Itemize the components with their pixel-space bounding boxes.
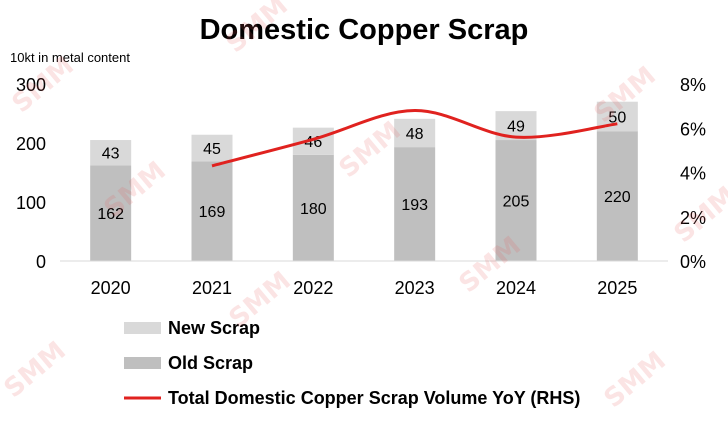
yoy-line xyxy=(211,109,618,168)
data-label-old-scrap: 193 xyxy=(401,197,428,214)
bar-new-scrap xyxy=(394,118,436,148)
x-tick-label: 2023 xyxy=(395,278,435,298)
y2-tick-label: 2% xyxy=(680,208,706,228)
chart-title: Domestic Copper Scrap xyxy=(199,14,529,46)
legend-label: Total Domestic Copper Scrap Volume YoY (… xyxy=(168,388,580,408)
bar-old-scrap xyxy=(596,131,638,261)
bar-old-scrap xyxy=(191,161,233,261)
x-tick-label: 2022 xyxy=(293,278,333,298)
data-label-new-scrap: 45 xyxy=(203,141,221,158)
x-tick-label: 2021 xyxy=(192,278,232,298)
bar-new-scrap xyxy=(191,134,233,162)
data-label-old-scrap: 162 xyxy=(97,206,124,223)
y-tick-label: 100 xyxy=(16,193,46,213)
y-tick-label: 300 xyxy=(16,75,46,95)
data-label-old-scrap: 205 xyxy=(503,194,530,211)
y2-tick-label: 0% xyxy=(680,252,706,272)
y2-tick-label: 8% xyxy=(680,75,706,95)
bar-old-scrap xyxy=(292,154,334,261)
data-label-new-scrap: 50 xyxy=(608,109,626,126)
legend-label: Old Scrap xyxy=(168,353,253,373)
data-label-old-scrap: 180 xyxy=(300,201,327,218)
x-tick-label: 2025 xyxy=(597,278,637,298)
data-label-new-scrap: 43 xyxy=(102,146,120,163)
data-label-old-scrap: 169 xyxy=(199,204,226,221)
y-tick-label: 200 xyxy=(16,134,46,154)
x-tick-label: 2024 xyxy=(496,278,536,298)
data-label-old-scrap: 220 xyxy=(604,189,631,206)
data-label-new-scrap: 48 xyxy=(406,126,424,143)
legend-swatch-old-scrap xyxy=(124,357,161,369)
y-axis-unit-label: 10kt in metal content xyxy=(10,50,130,65)
x-tick-label: 2020 xyxy=(91,278,131,298)
bar-old-scrap xyxy=(90,165,132,261)
bar-new-scrap xyxy=(292,127,334,155)
y-tick-label: 0 xyxy=(36,252,46,272)
bar-old-scrap xyxy=(394,147,436,261)
data-label-new-scrap: 49 xyxy=(507,119,525,136)
y2-tick-label: 4% xyxy=(680,164,706,184)
legend-swatch-new-scrap xyxy=(124,322,161,334)
bar-new-scrap xyxy=(90,140,132,166)
bar-old-scrap xyxy=(495,140,537,261)
legend-label: New Scrap xyxy=(168,318,260,338)
y2-tick-label: 6% xyxy=(680,119,706,139)
